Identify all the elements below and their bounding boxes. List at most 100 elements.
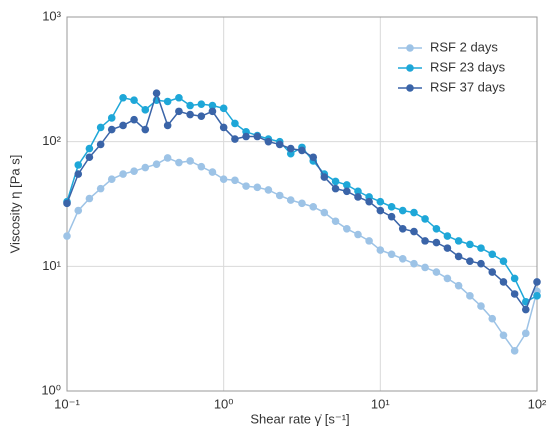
data-point xyxy=(466,257,474,265)
data-point xyxy=(208,168,217,176)
data-point xyxy=(264,186,273,194)
data-point xyxy=(398,225,407,233)
x-axis-label: Shear rate γ̇ [s⁻¹] xyxy=(250,411,349,426)
data-point xyxy=(119,170,127,178)
data-point xyxy=(510,274,519,283)
data-point xyxy=(488,268,497,276)
data-point xyxy=(197,112,206,121)
data-point xyxy=(163,97,172,106)
data-point xyxy=(74,170,83,178)
data-point xyxy=(320,173,329,181)
data-point xyxy=(275,191,284,200)
data-point xyxy=(510,290,519,298)
data-point xyxy=(510,347,519,355)
data-point xyxy=(74,206,83,215)
data-point xyxy=(466,240,474,249)
data-point xyxy=(119,93,127,102)
data-point xyxy=(410,227,418,236)
data-point xyxy=(219,123,228,132)
data-point xyxy=(410,208,418,217)
data-point xyxy=(343,225,351,233)
data-point xyxy=(343,187,351,196)
data-point xyxy=(421,263,429,272)
data-point xyxy=(141,106,150,114)
data-point xyxy=(107,125,116,134)
data-point xyxy=(231,119,239,128)
data-point xyxy=(432,225,441,233)
data-point xyxy=(320,208,329,217)
data-point xyxy=(298,199,306,208)
y-tick-label: 10⁰ xyxy=(41,382,61,397)
data-point xyxy=(488,314,497,323)
data-point xyxy=(443,232,452,240)
data-point xyxy=(107,175,116,183)
data-point xyxy=(387,212,396,221)
data-point xyxy=(477,302,485,310)
data-point xyxy=(85,153,94,162)
data-point xyxy=(533,278,541,286)
data-point xyxy=(96,123,105,132)
data-point xyxy=(275,140,284,149)
data-point xyxy=(499,331,508,340)
data-point xyxy=(376,206,385,215)
data-point xyxy=(499,278,508,286)
data-point xyxy=(354,187,362,196)
data-point xyxy=(253,132,262,141)
data-point xyxy=(231,135,239,143)
data-point xyxy=(85,144,94,153)
data-point xyxy=(197,100,206,108)
legend-label: RSF 2 days xyxy=(430,39,498,54)
x-tick-label: 10⁻¹ xyxy=(54,396,80,411)
data-point xyxy=(354,230,362,239)
data-point xyxy=(152,160,161,168)
data-point xyxy=(421,215,429,223)
data-point xyxy=(208,107,217,116)
legend-label: RSF 37 days xyxy=(430,79,506,94)
data-point xyxy=(343,181,351,189)
data-point xyxy=(398,254,407,263)
data-point xyxy=(466,292,474,300)
data-point xyxy=(533,292,541,300)
data-point xyxy=(365,197,373,206)
data-point xyxy=(63,232,71,240)
x-tick-label: 10¹ xyxy=(371,396,390,411)
series-line xyxy=(66,157,538,353)
data-point xyxy=(376,197,385,206)
data-point xyxy=(130,96,138,105)
data-point xyxy=(264,137,273,146)
data-point xyxy=(130,167,138,175)
data-point xyxy=(96,184,105,193)
data-point xyxy=(219,175,228,183)
data-point xyxy=(331,217,340,226)
data-point xyxy=(286,144,295,153)
data-point xyxy=(421,237,429,245)
data-point xyxy=(488,250,497,259)
data-point xyxy=(107,114,116,122)
data-point xyxy=(141,125,150,134)
data-point xyxy=(365,237,373,245)
data-point xyxy=(331,177,340,186)
data-point xyxy=(432,268,441,276)
data-point xyxy=(186,101,194,110)
data-point xyxy=(208,101,217,110)
data-point xyxy=(298,146,306,155)
legend-marker xyxy=(406,44,414,52)
data-point xyxy=(63,199,71,208)
data-point xyxy=(499,257,508,265)
data-point xyxy=(141,163,150,172)
data-point xyxy=(454,237,463,245)
data-point xyxy=(231,176,239,185)
data-point xyxy=(398,206,407,215)
data-point xyxy=(242,182,250,190)
data-point xyxy=(432,238,441,247)
data-point xyxy=(175,158,183,167)
data-point xyxy=(286,196,295,204)
data-point xyxy=(163,154,172,162)
data-point xyxy=(521,329,530,338)
x-tick-label: 10² xyxy=(528,396,547,411)
data-point xyxy=(443,244,452,252)
data-point xyxy=(130,115,138,124)
data-point xyxy=(175,107,183,116)
data-point xyxy=(454,281,463,290)
